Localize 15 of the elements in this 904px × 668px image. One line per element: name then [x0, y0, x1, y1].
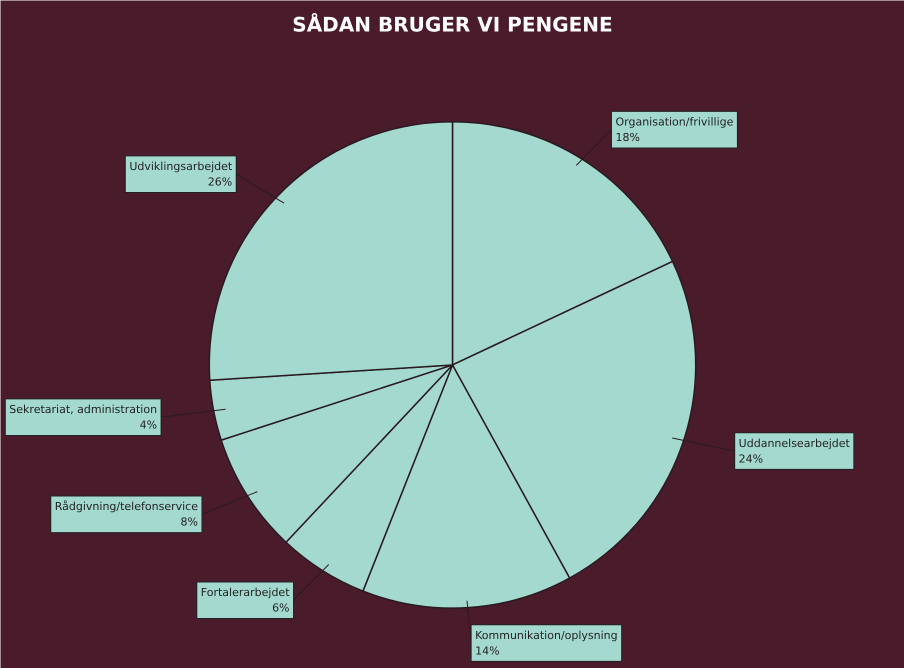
- slice-label: Rådgivning/telefonservice: [54, 500, 198, 513]
- slice-label: Kommunikation/oplysning: [475, 628, 618, 642]
- chart-title: SÅDAN BRUGER VI PENGENE: [292, 12, 613, 36]
- data-label: 26%: [208, 176, 232, 189]
- slice-label: Sekretariat, administration: [9, 402, 158, 416]
- slice-label: Udviklingsarbejdet: [129, 160, 233, 173]
- data-label: 8%: [180, 516, 198, 529]
- data-label: 4%: [140, 418, 158, 432]
- data-label: 18%: [615, 130, 640, 144]
- data-label: 6%: [272, 602, 290, 615]
- slice-label: Fortalerarbejdet: [200, 586, 290, 599]
- data-label: 14%: [475, 644, 500, 658]
- data-label: 24%: [738, 452, 764, 466]
- slice-label: Organisation/frivillige: [615, 115, 734, 128]
- slice-label: Uddannelsearbejdet: [738, 436, 851, 450]
